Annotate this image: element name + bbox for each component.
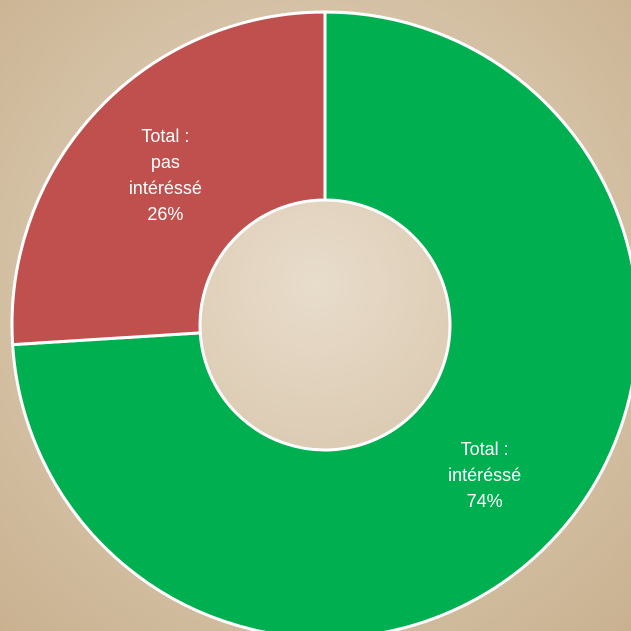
value-label: 26%	[125, 201, 205, 227]
category-label: Total : intéréssé	[445, 436, 525, 488]
value-label: 74%	[445, 488, 525, 514]
donut	[0, 0, 631, 631]
category-label: Total : pas intéréssé	[125, 123, 205, 201]
chart: Total : intéréssé74% Total : pas intéréss…	[0, 0, 631, 631]
